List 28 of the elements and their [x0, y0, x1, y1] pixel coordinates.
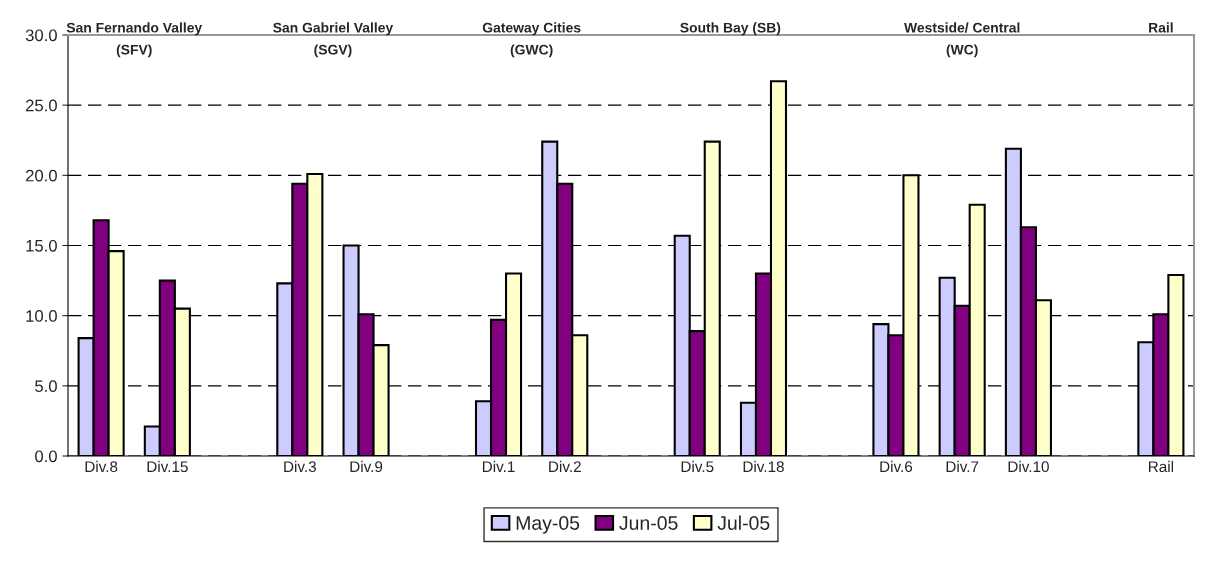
x-tick-label: Rail — [1148, 460, 1174, 473]
legend-label: Jul-05 — [717, 515, 770, 530]
x-tick-label: Div.8 — [85, 460, 118, 473]
legend-label: Jun-05 — [619, 516, 678, 530]
x-tick-label: Div.1 — [482, 460, 515, 472]
annotation: San Fernando Valley (SFV) — [66, 22, 203, 58]
y-tick-label: 5.0 — [35, 380, 57, 393]
annotation: San Gabriel Valley (SGV) — [273, 22, 394, 58]
x-tick-label: Div.5 — [681, 460, 714, 473]
x-tick-label: Div.2 — [549, 460, 581, 472]
annotation: Westside/ Central (WC) — [904, 22, 1020, 58]
x-tick-label: Div.15 — [147, 460, 188, 473]
x-tick-label: Div.9 — [350, 460, 383, 473]
x-tick-label: Div.10 — [1008, 460, 1049, 473]
annotation: South Bay (SB) — [680, 22, 781, 36]
x-tick-label: Div.3 — [284, 460, 316, 473]
x-tick-label: Div.7 — [946, 460, 979, 472]
y-tick-label: 15.0 — [26, 239, 57, 252]
y-tick-label: 25.0 — [25, 99, 57, 112]
y-tick-label: 20.0 — [25, 169, 57, 182]
text: Rail — [1149, 22, 1173, 33]
legend-label: May-05 — [516, 516, 580, 534]
y-tick-label: 30.0 — [25, 29, 57, 42]
y-tick-label: 10.0 — [26, 310, 57, 322]
x-tick-label: Div.6 — [880, 460, 913, 473]
x-tick-label: Div.18 — [743, 460, 784, 473]
annotation: Gateway Cities (GWC) — [482, 22, 581, 58]
y-tick-label: 0.0 — [35, 450, 57, 463]
